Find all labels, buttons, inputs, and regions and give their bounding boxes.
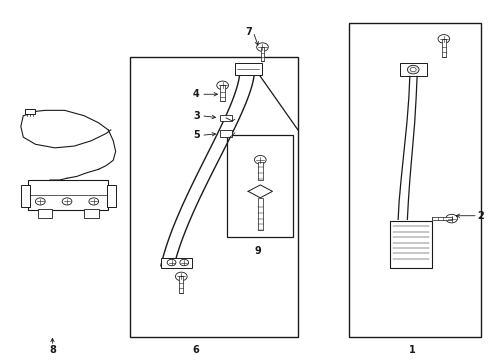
Bar [431, 217, 451, 220]
Bar [84, 208, 99, 217]
Bar [107, 185, 116, 207]
Bar [28, 180, 108, 210]
Circle shape [167, 259, 176, 266]
Bar [257, 198, 262, 230]
Bar [227, 135, 292, 237]
Text: 6: 6 [192, 345, 199, 355]
Bar [348, 23, 480, 337]
Circle shape [409, 67, 415, 72]
Bar [399, 63, 426, 76]
Bar [38, 208, 52, 217]
Circle shape [180, 259, 188, 266]
Circle shape [35, 198, 45, 205]
Bar [389, 221, 431, 267]
Text: 1: 1 [408, 345, 415, 355]
Bar [220, 85, 224, 102]
Bar [260, 47, 264, 62]
Circle shape [89, 198, 99, 205]
Circle shape [445, 214, 457, 223]
Bar [161, 257, 192, 267]
Bar [25, 109, 35, 114]
Text: 8: 8 [49, 345, 56, 355]
Text: 5: 5 [193, 130, 200, 140]
Bar [220, 130, 232, 137]
Bar [179, 276, 183, 293]
Bar [130, 57, 297, 337]
Circle shape [407, 65, 418, 74]
Circle shape [216, 81, 228, 90]
Circle shape [256, 43, 268, 51]
Text: 3: 3 [193, 111, 200, 121]
Polygon shape [247, 185, 272, 198]
Circle shape [437, 35, 449, 43]
Text: 4: 4 [193, 89, 200, 99]
Bar [21, 185, 30, 207]
Circle shape [175, 272, 187, 281]
Bar [234, 63, 261, 75]
Bar [220, 114, 232, 121]
Circle shape [62, 198, 72, 205]
Bar [257, 162, 262, 180]
Circle shape [254, 156, 265, 164]
Text: 7: 7 [244, 27, 251, 37]
Text: 9: 9 [254, 246, 261, 256]
Text: 2: 2 [476, 211, 483, 221]
Bar [441, 39, 445, 57]
